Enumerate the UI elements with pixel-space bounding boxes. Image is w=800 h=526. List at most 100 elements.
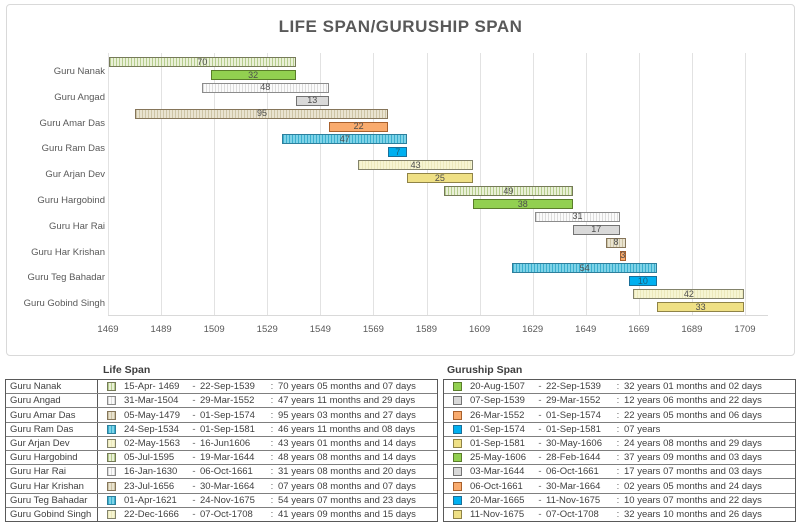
bar-value-label: 7 bbox=[395, 146, 401, 157]
colon-separator: : bbox=[270, 409, 274, 421]
colon-separator: : bbox=[616, 395, 620, 407]
end-date: 16-Jun1606 bbox=[200, 437, 251, 449]
colon-separator: : bbox=[270, 452, 274, 464]
bar-value-label: 42 bbox=[683, 288, 694, 299]
date-separator: - bbox=[192, 452, 196, 464]
life-span-bar: 70 bbox=[108, 57, 296, 67]
duration-text: 43 years 01 months and 14 days bbox=[278, 437, 416, 449]
table-row: Guru Teg Bahadar 01-Apr-1621 -24-Nov-1675:… bbox=[6, 493, 437, 508]
x-axis-tick-label: 1569 bbox=[362, 324, 384, 335]
end-date: 01-Sep-1574 bbox=[546, 409, 601, 421]
date-separator: - bbox=[192, 508, 196, 520]
colon-separator: : bbox=[616, 466, 620, 478]
gridline bbox=[745, 53, 746, 316]
guruship-span-bar: 32 bbox=[210, 70, 296, 80]
colon-separator: : bbox=[616, 508, 620, 520]
series-color-swatch bbox=[453, 396, 462, 406]
life-span-bar: 8 bbox=[605, 237, 627, 248]
table-row: Guru Har Krishan 23-Jul-1656 -30-Mar-1664:… bbox=[6, 479, 437, 494]
colon-separator: : bbox=[270, 480, 274, 492]
category-label: Guru Hargobind bbox=[37, 195, 105, 206]
end-date: 28-Feb-1644 bbox=[546, 452, 601, 464]
end-date: 22-Sep-1539 bbox=[200, 381, 255, 393]
end-date: 07-Oct-1708 bbox=[546, 508, 599, 520]
start-date: 05-Jul-1595 bbox=[124, 452, 175, 464]
bar-value-label: 43 bbox=[410, 159, 421, 170]
duration-text: 07 years 08 months and 07 days bbox=[278, 480, 416, 492]
table-row: 25-May-1606-28-Feb-1644:37 years 09 mont… bbox=[444, 451, 795, 466]
series-color-swatch bbox=[453, 495, 462, 505]
date-separator: - bbox=[538, 437, 542, 449]
x-axis-tick-label: 1689 bbox=[681, 324, 703, 335]
colon-separator: : bbox=[270, 395, 274, 407]
end-date: 06-Oct-1661 bbox=[546, 466, 599, 478]
series-color-swatch bbox=[107, 481, 116, 491]
table-row: 20-Aug-1507 -22-Sep-1539:32 years 01 mont… bbox=[444, 380, 795, 395]
series-color-swatch bbox=[453, 481, 462, 491]
series-color-swatch bbox=[453, 509, 462, 519]
date-separator: - bbox=[192, 409, 196, 421]
life-span-bar: 47 bbox=[282, 134, 408, 145]
bar-value-label: 17 bbox=[591, 224, 602, 235]
series-color-swatch bbox=[107, 495, 116, 505]
guru-name-cell: Guru Nanak bbox=[6, 380, 98, 394]
start-date: 03-Mar-1644 bbox=[470, 466, 525, 478]
x-axis-tick-label: 1529 bbox=[256, 324, 278, 335]
start-date: 01-Apr-1621 bbox=[124, 494, 177, 506]
x-axis-tick-label: 1609 bbox=[469, 324, 491, 335]
guru-name-cell: Guru Ram Das bbox=[6, 422, 98, 436]
date-separator: - bbox=[192, 395, 196, 407]
start-date: 01-Sep-1581 bbox=[470, 437, 525, 449]
date-separator: - bbox=[192, 423, 196, 435]
category-label: Guru Teg Bahadar bbox=[27, 272, 105, 284]
series-color-swatch bbox=[107, 396, 116, 406]
end-date: 01-Sep-1581 bbox=[546, 423, 601, 435]
bar-value-label: 3 bbox=[620, 250, 626, 261]
guru-name-cell: Gur Arjan Dev bbox=[6, 436, 98, 451]
duration-text: 10 years 07 months and 22 days bbox=[624, 494, 762, 506]
date-separator: - bbox=[192, 437, 196, 449]
start-date: 22-Dec-1666 bbox=[124, 508, 179, 520]
table-row: Guru Hargobind 05-Jul-1595 -19-Mar-1644:48… bbox=[6, 451, 437, 466]
x-axis-tick-label: 1589 bbox=[415, 324, 438, 335]
end-date: 06-Oct-1661 bbox=[200, 466, 253, 478]
duration-text: 95 years 03 months and 27 days bbox=[278, 409, 416, 421]
colon-separator: : bbox=[616, 480, 620, 492]
bar-value-label: 38 bbox=[517, 198, 528, 209]
category-label: Guru Ram Das bbox=[41, 143, 105, 155]
table-row: 07-Sep-1539 -29-Mar-1552:12 years 06 mont… bbox=[444, 394, 795, 409]
guruship-span-bar: 10 bbox=[628, 276, 658, 287]
duration-text: 12 years 06 months and 22 days bbox=[624, 395, 762, 407]
date-separator: - bbox=[538, 480, 542, 492]
x-axis-tick-label: 1509 bbox=[203, 324, 225, 335]
bar-value-label: 13 bbox=[307, 95, 318, 106]
end-date: 29-Mar-1552 bbox=[200, 395, 255, 407]
category-label: Gur Arjan Dev bbox=[45, 169, 105, 181]
duration-text: 22 years 05 months and 06 days bbox=[624, 409, 762, 421]
chart-container: LIFE SPAN/GURUSHIP SPAN 70 32 48 13 95 22 47 7 4… bbox=[6, 4, 795, 356]
table-row: 20-Mar-1665 -11-Nov-1675:10 years 07 mont… bbox=[444, 494, 795, 508]
table-row: Guru Angad 31-Mar-1504 -29-Mar-1552:47 yea… bbox=[6, 394, 437, 409]
date-separator: - bbox=[192, 480, 196, 492]
date-separator: - bbox=[538, 508, 542, 520]
guruship-span-bar: 38 bbox=[472, 198, 573, 209]
guruship-span-bar: 17 bbox=[572, 224, 620, 235]
table-row: Gur Arjan Dev 02-May-1563-16-Jun1606:43 y… bbox=[6, 436, 437, 452]
start-date: 23-Jul-1656 bbox=[124, 480, 175, 492]
date-separator: - bbox=[538, 494, 542, 506]
bar-value-label: 8 bbox=[613, 237, 619, 248]
end-date: 30-Mar-1664 bbox=[200, 480, 255, 492]
colon-separator: : bbox=[270, 423, 274, 435]
series-color-swatch bbox=[453, 410, 462, 420]
table-row: 01-Sep-1581 -30-May-1606:24 years 08 mont… bbox=[444, 437, 795, 452]
colon-separator: : bbox=[270, 466, 274, 478]
series-color-swatch bbox=[107, 424, 116, 434]
start-date: 16-Jan-1630 bbox=[124, 466, 178, 478]
table-row: 11-Nov-1675 -07-Oct-1708:32 years 10 mont… bbox=[444, 508, 795, 521]
guru-name-cell: Guru Har Krishan bbox=[6, 479, 98, 493]
start-date: 07-Sep-1539 bbox=[470, 395, 525, 407]
bar-value-label: 33 bbox=[695, 301, 706, 312]
date-separator: - bbox=[538, 381, 542, 393]
start-date: 20-Aug-1507 bbox=[470, 381, 525, 393]
gridline bbox=[214, 53, 216, 316]
